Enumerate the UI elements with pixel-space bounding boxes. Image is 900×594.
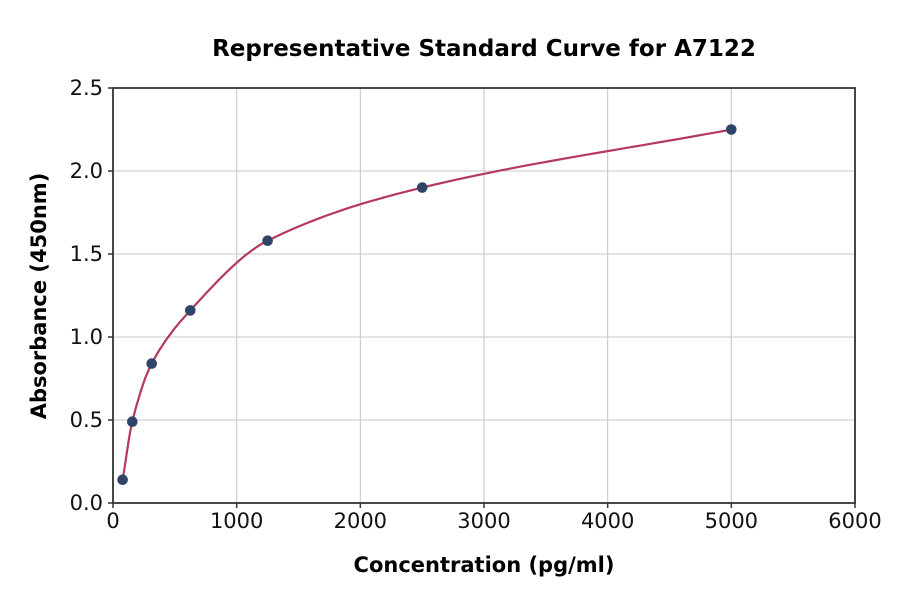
x-tick-label: 3000 <box>457 509 510 533</box>
y-axis-label: Absorbance (450nm) <box>27 173 51 420</box>
y-tick-label: 1.0 <box>70 325 103 349</box>
data-point <box>146 358 157 369</box>
data-point <box>117 474 128 486</box>
data-points <box>117 124 737 486</box>
x-axis-label: Concentration (pg/ml) <box>354 553 615 577</box>
plot-frame <box>112 87 856 504</box>
y-tick-label: 0.0 <box>70 491 103 515</box>
x-tick-label: 0 <box>106 509 119 533</box>
y-tick-label: 2.5 <box>70 76 103 100</box>
y-tick-label: 1.5 <box>70 242 103 266</box>
y-tick-label: 0.5 <box>70 408 103 432</box>
x-tick-label: 1000 <box>210 509 263 533</box>
chart-title: Representative Standard Curve for A7122 <box>212 36 756 62</box>
data-point <box>127 416 138 428</box>
x-tick-label: 2000 <box>334 509 387 533</box>
data-point <box>726 124 737 135</box>
x-tick-label: 5000 <box>705 509 758 533</box>
x-tick-label: 6000 <box>828 509 881 533</box>
gridlines <box>112 87 856 504</box>
tick-labels: 0 1000 2000 3000 4000 5000 6000 0.0 0.5 1.0 1.5 2.0… <box>70 76 882 533</box>
y-tick-label: 2.0 <box>70 159 103 183</box>
data-point <box>262 235 273 246</box>
fitted-curve-line <box>121 128 733 481</box>
data-point <box>185 305 196 316</box>
data-point <box>416 182 428 193</box>
x-tick-label: 4000 <box>581 509 634 533</box>
axis-tick-marks <box>108 87 856 508</box>
